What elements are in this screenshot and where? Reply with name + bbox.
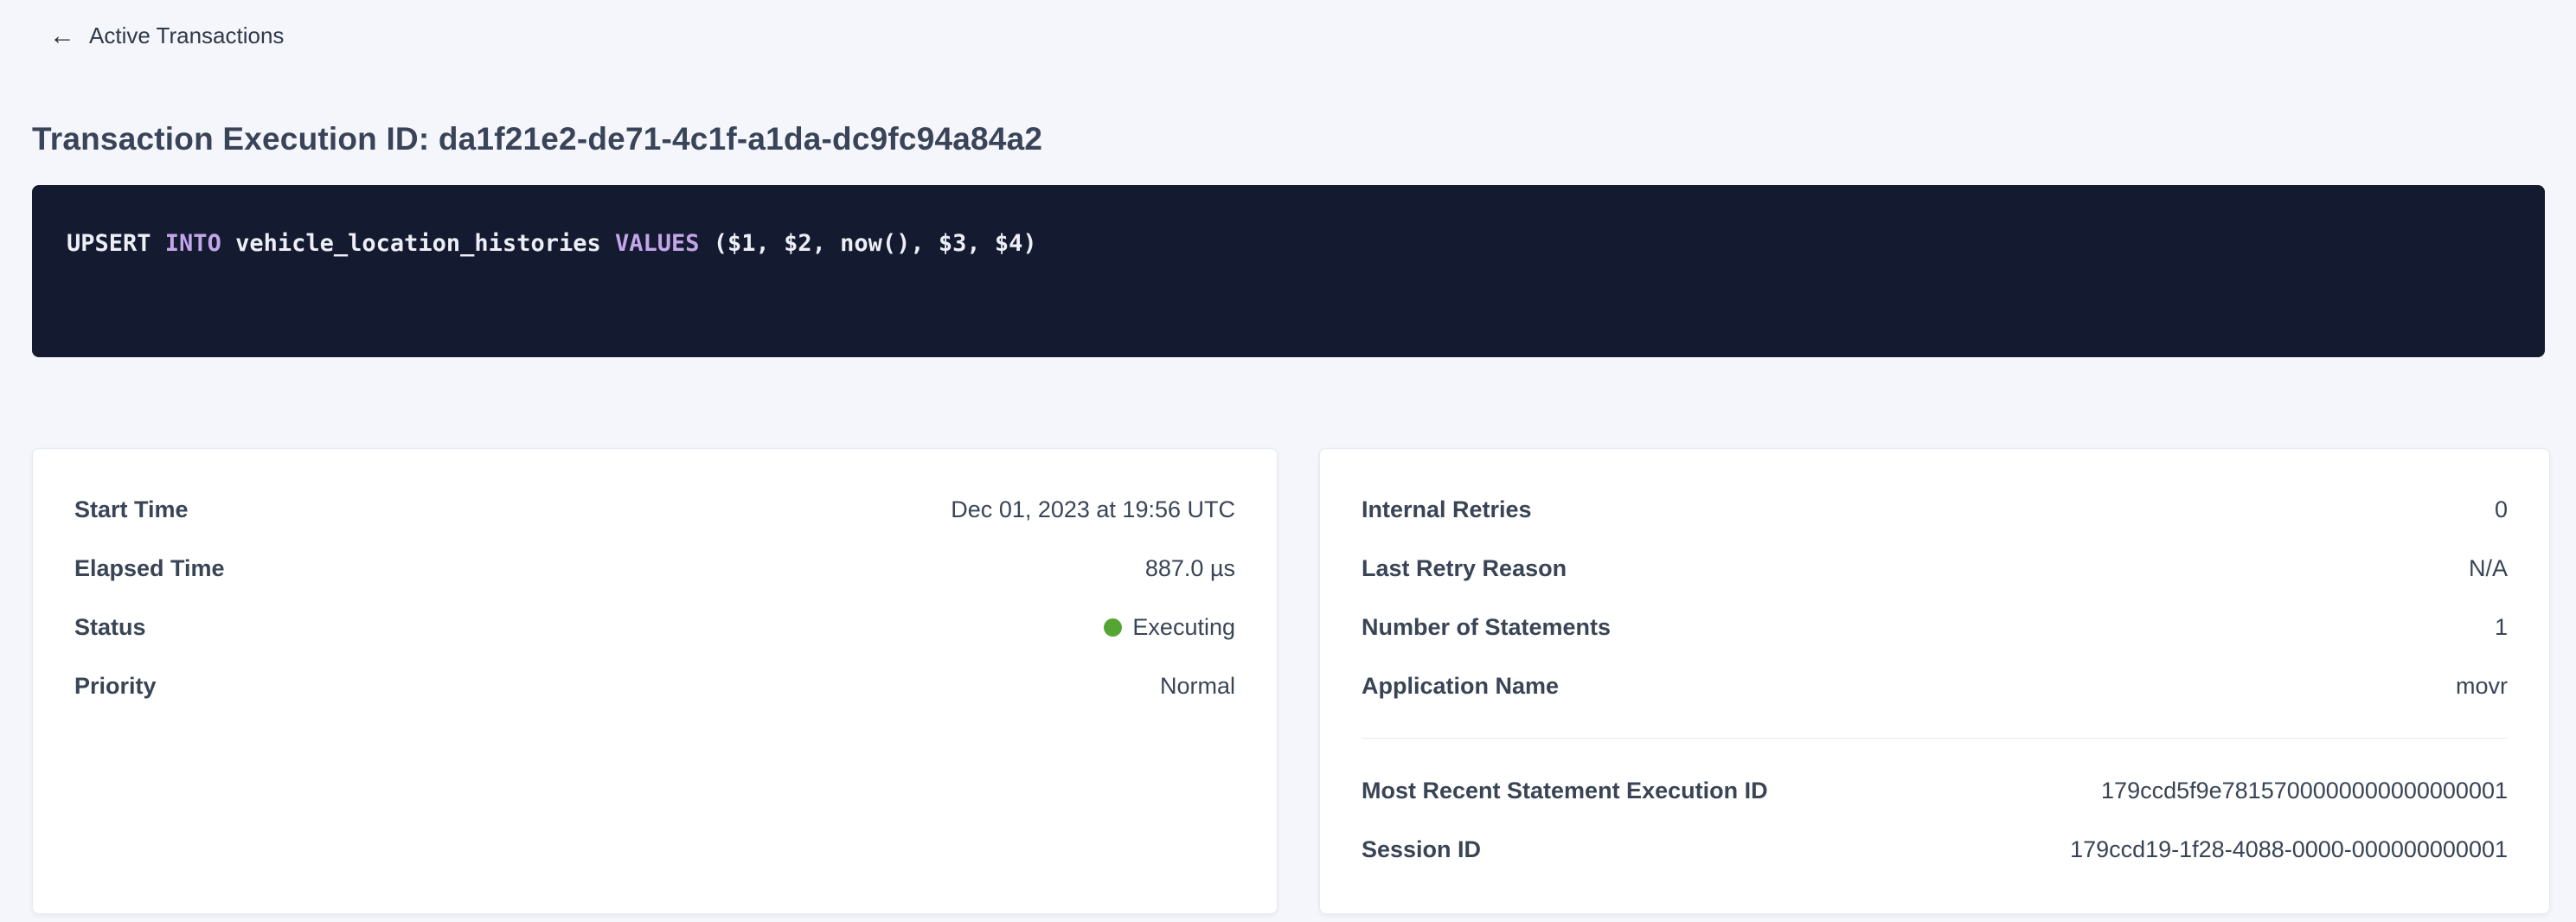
sql-token-upsert: UPSERT [67,230,165,257]
back-to-active-transactions-link[interactable]: ← Active Transactions [49,22,284,49]
sql-token-params: ($1, $2, now(), $3, $4) [699,230,1037,257]
back-link-label: Active Transactions [89,22,285,48]
sql-token-into: INTO [164,230,221,257]
sql-token-values: VALUES [614,230,700,257]
last-retry-reason-value: N/A [2468,555,2508,581]
session-id-label: Session ID [1362,836,1482,862]
back-arrow-icon: ← [49,21,75,50]
most-recent-statement-execution-id-link[interactable]: 179ccd5f9e7815700000000000000001 [2101,778,2508,804]
elapsed-time-label: Elapsed Time [74,555,225,581]
row-elapsed-time: Elapsed Time 887.0 µs [74,551,1235,586]
row-last-retry-reason: Last Retry Reason N/A [1362,551,2508,586]
sql-token-table-name: vehicle_location_histories [221,230,615,257]
internal-retries-label: Internal Retries [1362,496,1532,522]
transaction-summary-card: Start Time Dec 01, 2023 at 19:56 UTC Ela… [32,448,1278,914]
session-id-link[interactable]: 179ccd19-1f28-4088-0000-000000000001 [2070,836,2508,862]
row-most-recent-statement-execution-id: Most Recent Statement Execution ID 179cc… [1362,773,2508,808]
priority-value: Normal [1159,673,1235,699]
row-priority: Priority Normal [74,669,1235,703]
application-name-value: movr [2456,673,2508,699]
row-application-name: Application Name movr [1362,669,2508,703]
status-value: Executing [1104,610,1235,644]
status-label: Status [74,614,146,640]
elapsed-time-value: 887.0 µs [1144,555,1235,581]
priority-label: Priority [74,673,157,699]
card-divider [1362,738,2508,739]
sql-statement-box: UPSERT INTO vehicle_location_histories V… [32,185,2545,357]
internal-retries-value: 0 [2494,496,2508,522]
executing-status-dot-icon [1104,618,1123,637]
row-status: Status Executing [74,610,1235,644]
row-number-of-statements: Number of Statements 1 [1362,610,2508,644]
row-session-id: Session ID 179ccd19-1f28-4088-0000-00000… [1362,832,2508,867]
last-retry-reason-label: Last Retry Reason [1362,555,1567,581]
number-of-statements-value: 1 [2494,614,2508,640]
row-start-time: Start Time Dec 01, 2023 at 19:56 UTC [74,492,1235,527]
most-recent-statement-execution-id-label: Most Recent Statement Execution ID [1362,778,1768,804]
status-text: Executing [1132,614,1235,640]
application-name-label: Application Name [1362,673,1560,699]
number-of-statements-label: Number of Statements [1362,614,1612,640]
row-internal-retries: Internal Retries 0 [1362,492,2508,527]
sql-statement-text: UPSERT INTO vehicle_location_histories V… [67,230,1037,257]
start-time-value: Dec 01, 2023 at 19:56 UTC [951,496,1235,522]
transaction-details-card: Internal Retries 0 Last Retry Reason N/A… [1319,448,2550,914]
start-time-label: Start Time [74,496,189,522]
page-title: Transaction Execution ID: da1f21e2-de71-… [32,121,1043,157]
